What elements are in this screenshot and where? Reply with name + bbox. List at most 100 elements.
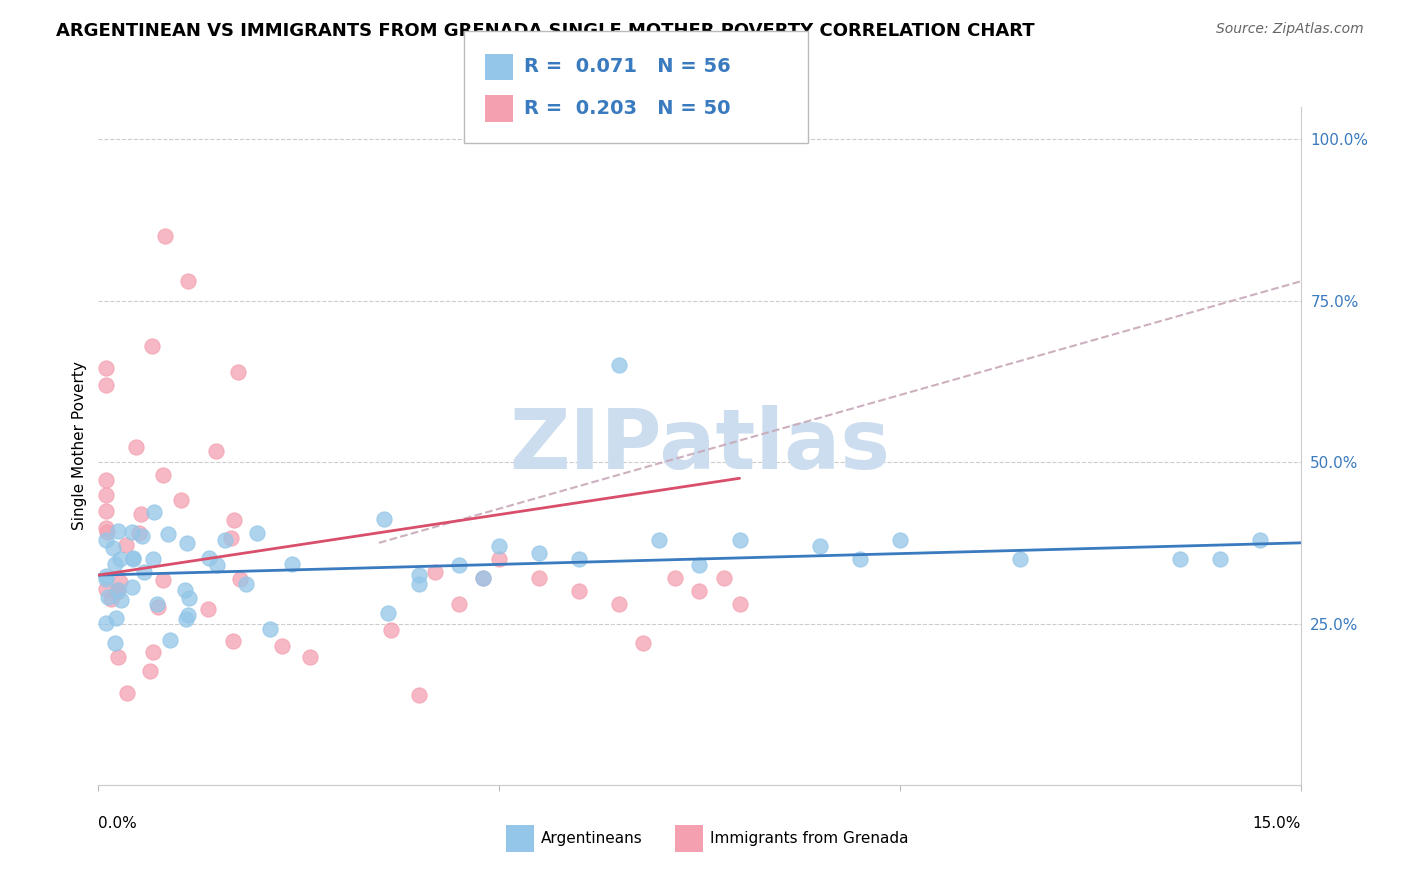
Point: [108, 574, 131, 589]
Point: [609, 359, 631, 373]
Point: [107, 650, 129, 665]
Point: [849, 552, 872, 566]
Point: [105, 611, 128, 625]
Point: [96, 488, 118, 502]
Point: [125, 440, 148, 454]
Point: [447, 597, 470, 611]
Text: 0.0%: 0.0%: [98, 816, 138, 830]
Point: [373, 512, 395, 526]
Point: [107, 582, 129, 597]
Point: [152, 468, 174, 483]
Point: [143, 505, 166, 519]
Point: [142, 644, 165, 658]
Text: ARGENTINEAN VS IMMIGRANTS FROM GRENADA SINGLE MOTHER POVERTY CORRELATION CHART: ARGENTINEAN VS IMMIGRANTS FROM GRENADA S…: [56, 22, 1035, 40]
Point: [146, 598, 169, 612]
Point: [529, 571, 551, 585]
Point: [380, 623, 402, 637]
Point: [139, 664, 162, 678]
Text: 15.0%: 15.0%: [1253, 816, 1301, 830]
Point: [122, 551, 145, 566]
Point: [142, 552, 165, 566]
Point: [96, 525, 118, 540]
Point: [1209, 552, 1232, 566]
Point: [423, 565, 446, 579]
Point: [299, 649, 322, 664]
Point: [472, 571, 495, 585]
Point: [108, 552, 131, 566]
Point: [488, 552, 510, 566]
Point: [259, 622, 281, 636]
Point: [96, 616, 118, 631]
Point: [889, 533, 911, 547]
Point: [96, 504, 118, 518]
Point: [728, 533, 751, 547]
Point: [177, 607, 200, 622]
Text: R =  0.071   N = 56: R = 0.071 N = 56: [524, 57, 731, 77]
Point: [228, 365, 250, 379]
Point: [115, 686, 138, 700]
Point: [1010, 552, 1032, 566]
Point: [568, 584, 591, 599]
Point: [156, 527, 179, 541]
Point: [198, 550, 221, 565]
Point: [131, 529, 153, 543]
Point: [1250, 533, 1272, 547]
Point: [270, 639, 292, 653]
Point: [128, 525, 150, 540]
Point: [447, 558, 470, 573]
Point: [713, 571, 735, 585]
Point: [96, 572, 118, 586]
Point: [633, 636, 655, 650]
Point: [689, 584, 711, 599]
Text: R =  0.203   N = 50: R = 0.203 N = 50: [524, 99, 731, 119]
Point: [689, 558, 711, 573]
Point: [235, 577, 257, 591]
Point: [146, 600, 169, 615]
Point: [228, 572, 250, 586]
Point: [808, 539, 831, 553]
Text: Immigrants from Grenada: Immigrants from Grenada: [710, 831, 908, 846]
Point: [96, 360, 118, 375]
Point: [107, 582, 129, 597]
Point: [96, 377, 118, 392]
Point: [121, 580, 143, 594]
Point: [104, 636, 127, 650]
Text: ZIPatlas: ZIPatlas: [509, 406, 890, 486]
Point: [107, 585, 129, 599]
Point: [129, 507, 152, 521]
Point: [664, 571, 686, 585]
Point: [281, 558, 304, 572]
Point: [205, 558, 228, 573]
Point: [246, 526, 269, 541]
Point: [568, 552, 591, 566]
Point: [152, 573, 174, 587]
Point: [408, 567, 430, 582]
Point: [97, 590, 120, 604]
Point: [121, 524, 143, 539]
Point: [176, 536, 198, 550]
Point: [141, 339, 163, 353]
Point: [377, 606, 399, 620]
Point: [472, 571, 495, 585]
Point: [609, 597, 631, 611]
Point: [728, 597, 751, 611]
Point: [96, 474, 118, 488]
Point: [107, 524, 129, 538]
Text: Source: ZipAtlas.com: Source: ZipAtlas.com: [1216, 22, 1364, 37]
Point: [1170, 552, 1192, 566]
Point: [529, 545, 551, 559]
Point: [159, 633, 181, 648]
Point: [174, 612, 197, 626]
Point: [488, 539, 510, 553]
Point: [214, 533, 236, 547]
Point: [170, 493, 193, 508]
Point: [104, 557, 127, 571]
Point: [177, 274, 200, 288]
Point: [100, 591, 122, 606]
Point: [155, 229, 177, 244]
Point: [648, 533, 671, 547]
Point: [96, 569, 118, 583]
Point: [197, 602, 219, 616]
Point: [179, 591, 201, 606]
Point: [96, 533, 118, 548]
